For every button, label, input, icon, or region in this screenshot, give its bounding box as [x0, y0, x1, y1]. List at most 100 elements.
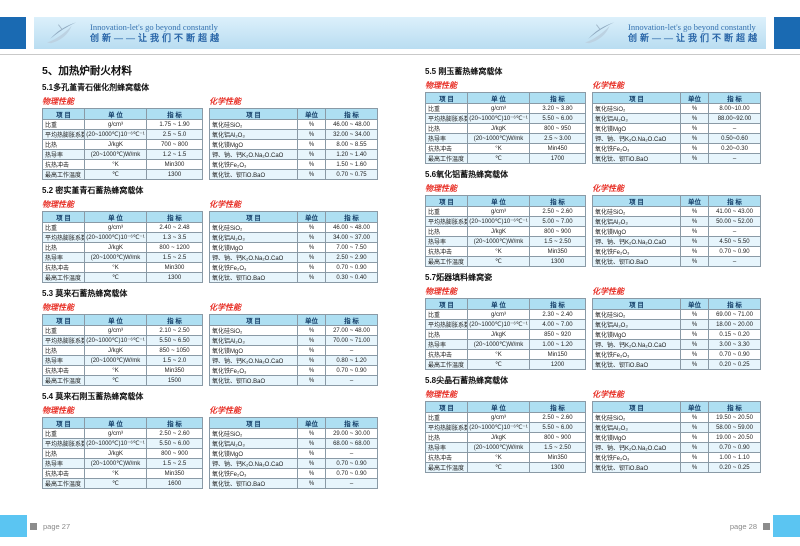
column-header-value: 指 标 — [146, 108, 203, 120]
property-name-cell: 抗热冲击 — [425, 143, 468, 154]
physical-properties-table: 项 目 单 位 指 标 比重 g/cm³ 2.50 ~ 2.60 平均热膨胀系数 (2… — [425, 401, 586, 473]
unit-cell: % — [297, 365, 326, 376]
unit-cell: % — [680, 329, 709, 340]
table-row: 氧化硅SiO₂% 69.00 ~ 71.00 — [592, 309, 761, 320]
table-row: 最高工作温度 ℃ 1300 — [42, 272, 203, 283]
page-footer: page 28 — [400, 506, 800, 546]
value-cell: 800 ~ 900 — [529, 432, 586, 443]
table-row: 比重 g/cm³ 2.50 ~ 2.60 — [42, 428, 203, 439]
column-header-value: 指 标 — [146, 417, 203, 429]
unit-cell: % — [297, 252, 326, 263]
compound-name-cell: 氧化镁MgO — [592, 226, 681, 237]
table-row: 比重 g/cm³ 2.10 ~ 2.50 — [42, 325, 203, 336]
unit-cell: (20~1000℃)10⁻⁶℃⁻¹ — [84, 438, 147, 449]
unit-cell: °K — [84, 159, 147, 170]
property-tables: 物理性能 项 目 单 位 指 标 比重 g/cm³ 2.50 ~ 2.60 平均热膨… — [425, 388, 774, 473]
column-header-value: 指 标 — [529, 401, 586, 413]
unit-cell: % — [297, 272, 326, 283]
value-cell: Min300 — [146, 262, 203, 273]
table-row: 比重 g/cm³ 2.50 ~ 2.60 — [425, 206, 586, 217]
table-row: 氧化铁Fe₂O₃% 1.50 ~ 1.60 — [209, 159, 378, 170]
value-cell: 19.00 ~ 20.50 — [708, 432, 761, 443]
table-header-row: 项 目 单位 指 标 — [592, 298, 761, 310]
table-row: 氧化硅SiO₂% 29.00 ~ 30.00 — [209, 428, 378, 439]
table-row: 氧化铝Al₂O₃% 18.00 ~ 20.00 — [592, 319, 761, 330]
value-cell: – — [708, 226, 761, 237]
unit-cell: % — [680, 442, 709, 453]
compound-name-cell: 氧化硅SiO₂ — [209, 325, 298, 336]
column-header-item: 项 目 — [592, 92, 681, 104]
column-header-item: 项 目 — [425, 401, 468, 413]
property-name-cell: 平均热膨胀系数 — [425, 319, 468, 330]
physical-properties-table: 项 目 单 位 指 标 比重 g/cm³ 2.50 ~ 2.60 平均热膨胀系数 (2… — [42, 417, 203, 489]
unit-cell: % — [680, 216, 709, 227]
property-name-cell: 比重 — [425, 103, 468, 114]
value-cell: 58.00 ~ 59.00 — [708, 422, 761, 433]
slogan-english: Innovation-let's go beyond constantly — [90, 22, 218, 33]
physical-properties-label: 物理性能 — [42, 406, 74, 415]
table-header-row: 项 目 单 位 指 标 — [42, 417, 203, 429]
property-name-cell: 热导率 — [425, 236, 468, 247]
compound-name-cell: 氧化铝Al₂O₃ — [209, 438, 298, 449]
property-name-cell: 比重 — [42, 325, 85, 336]
compound-name-cell: 氧化硅SiO₂ — [592, 309, 681, 320]
compound-name-cell: 钾、钠、钙K₂O.Na₂O.CaO — [592, 236, 681, 247]
chemical-properties-label: 化学性能 — [592, 390, 624, 399]
table-row: 比热 J/kgK 800 ~ 900 — [425, 226, 586, 237]
property-name-cell: 热导率 — [425, 442, 468, 453]
table-row: 平均热膨胀系数 (20~1000℃)10⁻⁶℃⁻¹ 1.3 ~ 3.5 — [42, 232, 203, 243]
chemical-properties-block: 化学性能 项 目 单位 指 标 氧化硅SiO₂% 69.00 ~ 71.00 氧化… — [592, 285, 761, 370]
table-row: 抗热冲击 °K Min450 — [425, 143, 586, 154]
property-tables: 物理性能 项 目 单 位 指 标 比重 g/cm³ 2.30 ~ 2.40 平均热膨… — [425, 285, 774, 370]
company-logo-icon — [582, 19, 618, 47]
value-cell: 1300 — [529, 256, 586, 267]
property-name-cell: 抗热冲击 — [42, 159, 85, 170]
property-name-cell: 比热 — [42, 139, 85, 150]
property-name-cell: 比热 — [425, 432, 468, 443]
material-title: 5.2 密实堇青石蓄热蜂窝载体 — [42, 186, 144, 195]
unit-cell: % — [680, 462, 709, 473]
property-name-cell: 抗热冲击 — [425, 452, 468, 463]
value-cell: 68.00 ~ 68.00 — [325, 438, 378, 449]
compound-name-cell: 氧化镁MgO — [209, 345, 298, 356]
table-row: 热导率 (20~1000℃)W/mk 1.5 ~ 2.5 — [42, 252, 203, 263]
property-name-cell: 比热 — [42, 345, 85, 356]
table-row: 氧化镁MgO% 8.00 ~ 8.55 — [209, 139, 378, 150]
value-cell: 0.70 ~ 0.90 — [708, 349, 761, 360]
table-header-row: 项 目 单位 指 标 — [592, 195, 761, 207]
value-cell: 850 ~ 920 — [529, 329, 586, 340]
unit-cell: °K — [467, 246, 530, 257]
physical-properties-block: 物理性能 项 目 单 位 指 标 比重 g/cm³ 2.10 ~ 2.50 平均热膨… — [42, 301, 203, 386]
value-cell: 1600 — [146, 478, 203, 489]
compound-name-cell: 氧化钛、钡TiO.BaO — [209, 375, 298, 386]
table-row: 钾、钠、钙K₂O.Na₂O.CaO% 3.00 ~ 3.30 — [592, 339, 761, 350]
property-name-cell: 比热 — [425, 226, 468, 237]
table-row: 钾、钠、钙K₂O.Na₂O.CaO% 0.50~0.60 — [592, 133, 761, 144]
property-name-cell: 平均热膨胀系数 — [42, 232, 85, 243]
value-cell: – — [708, 153, 761, 164]
page-header: Innovation-let's go beyond constantly 创新… — [0, 17, 400, 49]
property-tables: 物理性能 项 目 单 位 指 标 比重 g/cm³ 1.75 ~ 1.90 平均热膨… — [42, 95, 392, 180]
column-header-value: 指 标 — [529, 298, 586, 310]
value-cell: 1.5 ~ 2.5 — [146, 458, 203, 469]
chemical-properties-table: 项 目 单位 指 标 氧化硅SiO₂% 46.00 ~ 48.00 氧化铝Al₂O… — [209, 108, 378, 180]
column-header-value: 指 标 — [325, 108, 378, 120]
unit-cell: % — [297, 428, 326, 439]
unit-cell: % — [297, 355, 326, 366]
property-name-cell: 比热 — [42, 242, 85, 253]
table-row: 平均热膨胀系数 (20~1000℃)10⁻⁶℃⁻¹ 5.50 ~ 6.50 — [42, 335, 203, 346]
property-tables: 物理性能 项 目 单 位 指 标 比重 g/cm³ 2.40 ~ 2.48 平均热膨… — [42, 198, 392, 283]
table-row: 热导率 (20~1000℃)W/mk 1.5 ~ 2.50 — [425, 442, 586, 453]
unit-cell: % — [297, 119, 326, 130]
column-header-item: 项 目 — [209, 108, 298, 120]
sections-container: 5.5 刚玉蓄热蜂窝载体 物理性能 项 目 单 位 指 标 比重 g/cm³ 3.2… — [425, 66, 774, 473]
table-row: 氧化铝Al₂O₃% 68.00 ~ 68.00 — [209, 438, 378, 449]
value-cell: 0.20~0.30 — [708, 143, 761, 154]
column-header-item: 项 目 — [592, 195, 681, 207]
column-header-item: 项 目 — [425, 298, 468, 310]
table-header-row: 项 目 单 位 指 标 — [425, 298, 586, 310]
compound-name-cell: 氧化镁MgO — [592, 432, 681, 443]
compound-name-cell: 氧化钛、钡TiO.BaO — [592, 359, 681, 370]
property-name-cell: 热导率 — [425, 133, 468, 144]
table-row: 氧化硅SiO₂% 46.00 ~ 48.00 — [209, 222, 378, 233]
